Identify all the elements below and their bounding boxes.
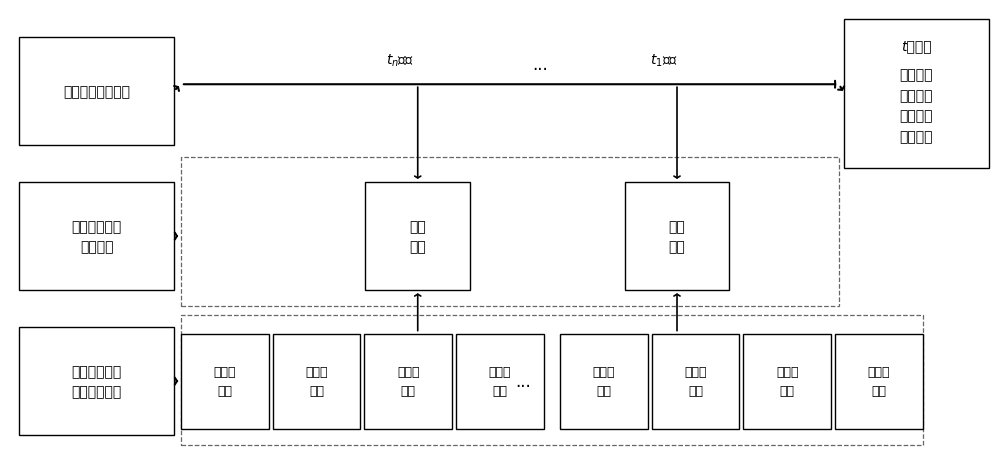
Text: 冷负荷
像素: 冷负荷 像素 [397, 365, 420, 397]
Text: ...: ... [515, 372, 531, 390]
FancyBboxPatch shape [273, 334, 360, 429]
FancyBboxPatch shape [652, 334, 739, 429]
FancyBboxPatch shape [844, 20, 989, 169]
Text: 热负荷
像素: 热负荷 像素 [305, 365, 328, 397]
FancyBboxPatch shape [835, 334, 923, 429]
Text: 电总负荷
热总负荷
冷总负荷
气总负荷: 电总负荷 热总负荷 冷总负荷 气总负荷 [900, 68, 933, 144]
Text: 融合
特征: 融合 特征 [409, 219, 426, 254]
Text: $t_n$时刻: $t_n$时刻 [386, 53, 414, 69]
Text: 电负荷
像素: 电负荷 像素 [214, 365, 236, 397]
Text: ...: ... [532, 56, 548, 74]
FancyBboxPatch shape [181, 316, 923, 445]
FancyBboxPatch shape [19, 38, 174, 146]
Text: 气负荷
像素: 气负荷 像素 [489, 365, 511, 397]
FancyBboxPatch shape [19, 327, 174, 435]
FancyBboxPatch shape [743, 334, 831, 429]
FancyBboxPatch shape [365, 182, 470, 291]
Text: t时刻：: t时刻： [901, 39, 932, 53]
FancyBboxPatch shape [456, 334, 544, 429]
FancyBboxPatch shape [181, 334, 269, 429]
FancyBboxPatch shape [364, 334, 452, 429]
FancyBboxPatch shape [181, 157, 839, 307]
Text: 热负荷
像素: 热负荷 像素 [684, 365, 707, 397]
FancyBboxPatch shape [625, 182, 729, 291]
Text: 融合
特征: 融合 特征 [669, 219, 685, 254]
Text: 时间依赖关系捕捉: 时间依赖关系捕捉 [63, 85, 130, 99]
Text: 多类负荷空间
特征融合: 多类负荷空间 特征融合 [71, 219, 122, 254]
FancyBboxPatch shape [19, 182, 174, 291]
Text: 基本负荷单元
空间特征重构: 基本负荷单元 空间特征重构 [71, 364, 122, 399]
Text: 冷负荷
像素: 冷负荷 像素 [776, 365, 798, 397]
Text: 电负荷
像素: 电负荷 像素 [592, 365, 615, 397]
FancyBboxPatch shape [560, 334, 648, 429]
Text: 气负荷
像素: 气负荷 像素 [868, 365, 890, 397]
Text: $t_1$时刻: $t_1$时刻 [650, 53, 679, 69]
